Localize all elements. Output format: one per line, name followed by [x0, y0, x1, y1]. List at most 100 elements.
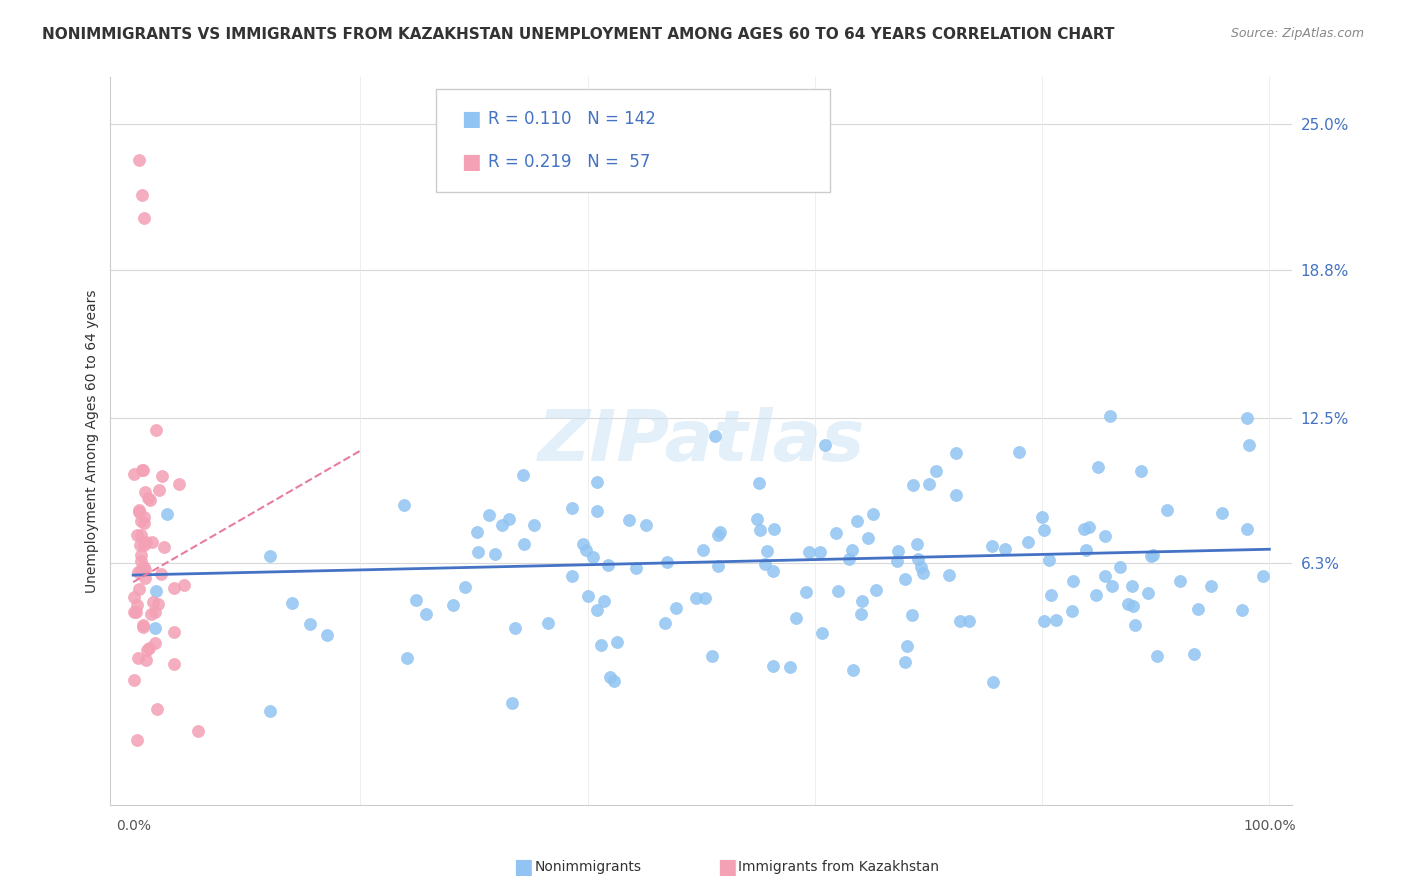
Point — [132, 620, 155, 634]
Point — [1039, 588, 1062, 602]
Point — [1237, 438, 1260, 452]
Point — [132, 509, 155, 524]
Point — [745, 512, 768, 526]
Point — [125, 733, 148, 747]
Point — [143, 636, 166, 650]
Text: Nonimmigrants: Nonimmigrants — [534, 860, 641, 874]
Point — [603, 673, 626, 688]
Point — [124, 467, 146, 481]
Point — [441, 598, 464, 612]
Point — [316, 628, 339, 642]
Point — [512, 467, 534, 482]
Point — [1125, 618, 1147, 632]
Point — [938, 568, 960, 582]
Point — [702, 648, 724, 663]
Point — [981, 675, 1004, 690]
Point — [467, 545, 489, 559]
Point — [851, 607, 873, 622]
Text: NONIMMIGRANTS VS IMMIGRANTS FROM KAZAKHSTAN UNEMPLOYMENT AMONG AGES 60 TO 64 YEA: NONIMMIGRANTS VS IMMIGRANTS FROM KAZAKHS… — [42, 27, 1115, 42]
Point — [1232, 603, 1254, 617]
Point — [1187, 601, 1209, 615]
Text: R = 0.219   N =  57: R = 0.219 N = 57 — [488, 153, 650, 171]
Point — [146, 597, 169, 611]
Point — [572, 537, 595, 551]
Point — [1045, 613, 1067, 627]
Point — [124, 673, 146, 687]
Point — [707, 559, 730, 574]
Point — [132, 538, 155, 552]
Point — [814, 437, 837, 451]
Point — [910, 560, 932, 574]
Point — [1129, 465, 1152, 479]
Point — [129, 549, 152, 563]
Point — [1142, 548, 1164, 562]
Point — [139, 492, 162, 507]
Point — [173, 577, 195, 591]
Point — [1236, 522, 1258, 536]
Point — [281, 596, 304, 610]
Point — [163, 625, 186, 640]
Point — [907, 552, 929, 566]
Text: ■: ■ — [461, 109, 481, 129]
Point — [131, 462, 153, 476]
Point — [1236, 410, 1258, 425]
Point — [1140, 549, 1163, 564]
Point — [131, 187, 153, 202]
Point — [598, 558, 620, 573]
Point — [796, 585, 818, 599]
Point — [1201, 579, 1223, 593]
Point — [685, 591, 707, 605]
Point — [825, 525, 848, 540]
Point — [127, 566, 149, 580]
Text: ■: ■ — [717, 857, 737, 877]
Point — [503, 621, 526, 635]
Point — [523, 517, 546, 532]
Point — [134, 211, 156, 226]
Point — [862, 508, 884, 522]
Point — [1211, 506, 1233, 520]
Point — [856, 531, 879, 545]
Point — [754, 558, 776, 572]
Point — [1073, 522, 1095, 536]
Point — [141, 535, 163, 549]
Point — [146, 702, 169, 716]
Point — [1094, 529, 1116, 543]
Text: Immigrants from Kazakhstan: Immigrants from Kazakhstan — [738, 860, 939, 874]
Point — [498, 512, 520, 526]
Point — [586, 504, 609, 518]
Point — [903, 478, 925, 492]
Point — [129, 514, 152, 528]
Point — [709, 524, 731, 539]
Point — [1137, 586, 1160, 600]
Point — [149, 566, 172, 581]
Point — [654, 616, 676, 631]
Y-axis label: Unemployment Among Ages 60 to 64 years: Unemployment Among Ages 60 to 64 years — [86, 290, 100, 593]
Point — [134, 516, 156, 531]
Point — [491, 518, 513, 533]
Point — [948, 614, 970, 628]
Point — [1156, 503, 1178, 517]
Point — [162, 657, 184, 671]
Point — [896, 639, 918, 653]
Point — [1098, 409, 1121, 424]
Point — [811, 625, 834, 640]
Point — [392, 499, 415, 513]
Point — [134, 562, 156, 576]
Point — [187, 724, 209, 739]
Point — [145, 583, 167, 598]
Point — [799, 544, 821, 558]
Point — [135, 643, 157, 657]
Text: 100.0%: 100.0% — [1243, 819, 1296, 833]
Point — [582, 550, 605, 565]
Point — [957, 614, 980, 628]
Point — [1116, 597, 1139, 611]
Point — [762, 658, 785, 673]
Point — [894, 572, 917, 586]
Point — [298, 616, 321, 631]
Point — [134, 571, 156, 585]
Point — [129, 554, 152, 568]
Point — [415, 607, 437, 622]
Point — [259, 549, 281, 563]
Point — [865, 582, 887, 597]
Point — [1101, 579, 1123, 593]
